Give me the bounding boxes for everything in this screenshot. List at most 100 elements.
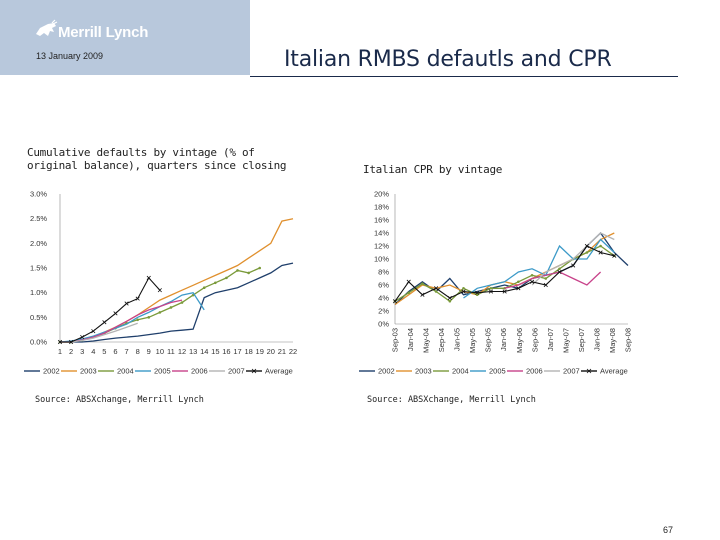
series-2006 xyxy=(60,299,183,343)
brand-header-panel: Merrill Lynch 13 January 2009 xyxy=(0,0,250,75)
y-tick-label: 4% xyxy=(378,294,389,303)
data-point-average xyxy=(461,289,466,294)
x-tick-label: 1 xyxy=(58,347,62,356)
data-point-2004 xyxy=(585,251,589,254)
y-tick-label: 14% xyxy=(374,229,389,238)
data-point-average xyxy=(612,253,617,258)
x-tick-label: 21 xyxy=(278,347,286,356)
series-2003 xyxy=(60,218,294,343)
x-tick-label: Jan-06 xyxy=(499,328,508,351)
data-point-average xyxy=(157,288,162,293)
data-point-2004 xyxy=(147,316,151,319)
series-line-2002 xyxy=(394,232,629,305)
x-tick-label: Sep-07 xyxy=(577,328,586,352)
right-chart-source: Source: ABSXchange, Merrill Lynch xyxy=(367,395,536,405)
data-point-average xyxy=(488,289,494,294)
series-line-2006 xyxy=(60,299,183,343)
series-2002 xyxy=(394,232,629,305)
data-point-average xyxy=(543,282,548,288)
x-tick-label: May-05 xyxy=(468,328,477,353)
y-tick-label: 6% xyxy=(378,281,389,290)
series-line-2006 xyxy=(504,271,602,289)
title-divider xyxy=(250,76,678,77)
legend-marker-average xyxy=(251,368,257,374)
x-tick-label: May-04 xyxy=(422,328,431,353)
series-line-2004 xyxy=(60,267,260,343)
x-tick-label: May-07 xyxy=(561,328,570,353)
series-line-2005 xyxy=(463,238,615,299)
legend-label-2005: 2005 xyxy=(489,367,506,376)
series-2006 xyxy=(504,271,602,289)
data-point-average xyxy=(447,295,452,301)
series-2005 xyxy=(463,238,615,299)
y-tick-label: 10% xyxy=(374,255,389,264)
y-tick-label: 2.5% xyxy=(30,214,47,223)
series-average xyxy=(57,275,162,345)
series-line-average xyxy=(394,245,615,302)
legend-label-average: Average xyxy=(265,367,293,376)
x-tick-label: Sep-08 xyxy=(624,328,633,352)
x-tick-label: May-06 xyxy=(515,328,524,353)
series-2005 xyxy=(59,291,205,343)
x-tick-label: 17 xyxy=(233,347,241,356)
legend-label-2006: 2006 xyxy=(526,367,543,376)
data-point-2004 xyxy=(448,299,452,303)
data-point-2004 xyxy=(462,286,465,290)
legend-label-2002: 2002 xyxy=(378,367,395,376)
x-tick-label: Jan-07 xyxy=(546,328,555,351)
data-point-2004 xyxy=(599,244,602,248)
data-point-2004 xyxy=(421,282,424,285)
data-point-average xyxy=(420,292,425,297)
legend-label-2007: 2007 xyxy=(563,367,580,376)
data-point-2004 xyxy=(236,269,239,272)
data-point-2004 xyxy=(475,293,479,297)
series-2004 xyxy=(58,266,262,344)
data-point-2004 xyxy=(247,271,250,275)
data-point-average xyxy=(557,269,562,275)
report-date: 13 January 2009 xyxy=(36,51,104,61)
data-point-average xyxy=(146,275,151,280)
left-chart-caption: Cumulative defaults by vintage (% of ori… xyxy=(27,146,287,172)
data-point-2004 xyxy=(489,286,493,290)
y-tick-label: 0.0% xyxy=(30,338,47,347)
data-point-2004 xyxy=(202,286,206,290)
data-point-average xyxy=(529,279,535,284)
x-tick-label: 11 xyxy=(167,347,175,356)
x-tick-label: 5 xyxy=(102,347,106,356)
x-tick-label: May-08 xyxy=(608,328,617,353)
x-tick-label: 3 xyxy=(80,347,84,356)
data-point-average xyxy=(571,263,576,268)
y-tick-label: 2.0% xyxy=(30,239,47,248)
x-tick-label: Sep-03 xyxy=(391,328,400,352)
x-tick-label: 6 xyxy=(113,347,117,356)
chart-legend: 2002 2003 2004 2005 2006 2007 Average xyxy=(359,367,628,376)
page-title: Italian RMBS defautls and CPR xyxy=(284,47,612,72)
legend-label-2006: 2006 xyxy=(191,367,208,376)
series-line-2003 xyxy=(60,218,294,343)
data-point-average xyxy=(113,311,118,316)
y-tick-label: 1.5% xyxy=(30,264,47,273)
cumulative-defaults-chart: 0.0%0.5%1.0%1.5%2.0%2.5%3.0%1 2 3 4 5 6 7 8 9 10 1… xyxy=(24,190,297,376)
brand-name: Merrill Lynch xyxy=(58,24,149,41)
x-tick-label: Jan-08 xyxy=(592,328,601,351)
y-tick-label: 1.0% xyxy=(30,288,47,297)
data-point-average xyxy=(475,290,480,295)
data-point-average xyxy=(502,289,507,294)
y-tick-label: 16% xyxy=(374,216,389,225)
data-point-2004 xyxy=(434,290,438,293)
page-number: 67 xyxy=(663,525,674,535)
data-point-2004 xyxy=(214,281,217,285)
data-point-average xyxy=(91,329,96,334)
data-point-average xyxy=(69,339,74,345)
x-tick-label: 7 xyxy=(124,347,128,356)
x-tick-label: 10 xyxy=(156,347,164,356)
data-point-2004 xyxy=(158,311,162,314)
x-tick-label: 13 xyxy=(189,347,197,356)
x-tick-label: 8 xyxy=(136,347,140,356)
data-point-average xyxy=(516,286,521,291)
y-tick-label: 8% xyxy=(378,268,389,277)
legend-label-2005: 2005 xyxy=(154,367,171,376)
right-chart-caption: Italian CPR by vintage xyxy=(363,163,503,176)
left-chart-source: Source: ABSXchange, Merrill Lynch xyxy=(35,395,204,405)
x-tick-label: 15 xyxy=(211,347,219,356)
